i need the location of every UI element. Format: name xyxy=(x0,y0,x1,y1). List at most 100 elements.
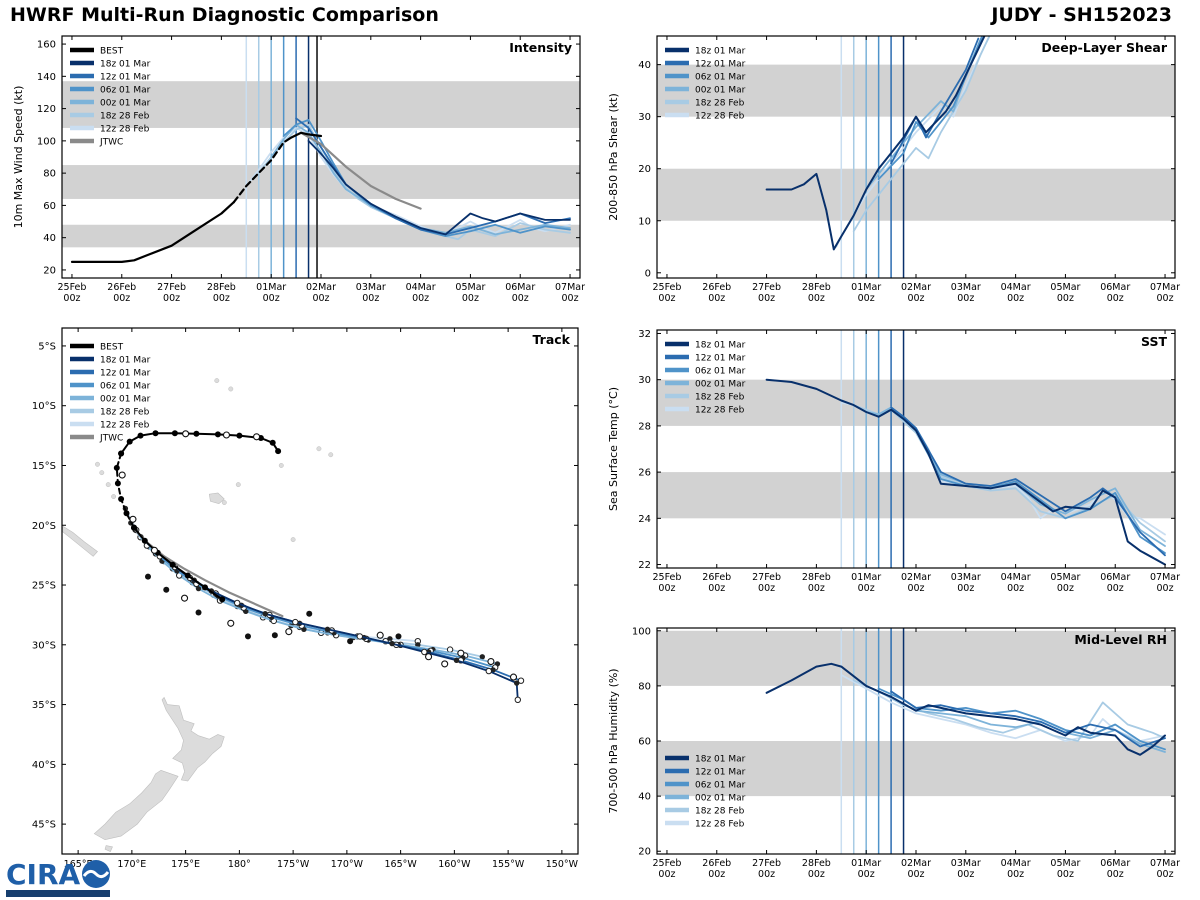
x-tick-hour: 00z xyxy=(708,293,725,304)
x-tick-hour: 00z xyxy=(658,869,675,880)
x-tick-date: 04Mar xyxy=(1001,572,1031,583)
x-tick-date: 25Feb xyxy=(653,572,682,583)
stewart-island xyxy=(104,845,113,852)
track-point xyxy=(126,438,133,445)
island-spot xyxy=(105,482,111,488)
legend-label: 06z 01 Mar xyxy=(695,781,746,791)
x-tick-date: 26Feb xyxy=(702,572,731,583)
x-tick-hour: 00z xyxy=(1057,869,1074,880)
series-18z-28-feb xyxy=(257,123,571,241)
x-tick-date: 01Mar xyxy=(851,572,881,583)
x-tick-date: 02Mar xyxy=(306,282,336,293)
x-tick-hour: 00z xyxy=(1107,293,1124,304)
x-tick-date: 25Feb xyxy=(58,282,87,293)
legend-label: 12z 01 Mar xyxy=(695,768,746,778)
legend-label: 12z 01 Mar xyxy=(695,60,746,70)
legend-label: 18z 28 Feb xyxy=(100,408,150,418)
x-tick-hour: 00z xyxy=(362,293,379,304)
y-tick-label: 24 xyxy=(638,514,651,525)
track-point xyxy=(169,561,176,568)
track-point xyxy=(514,696,521,703)
shear-panel: 25Feb 00z 26Feb 00z 27Feb 00z 28Feb 00z 01Mar 00z… xyxy=(597,24,1200,320)
track-panel: 165°E 170°E 175°E 180° 175°W 170°W 165°W 160°W 1… xyxy=(0,314,600,894)
x-tick-date: 04Mar xyxy=(406,282,436,293)
position-dot-open xyxy=(129,515,137,523)
x-tick-date: 02Mar xyxy=(901,282,931,293)
new-caledonia xyxy=(62,525,98,557)
y-tick-label: 10°S xyxy=(32,401,56,412)
position-dot-open xyxy=(253,433,261,441)
track-point xyxy=(517,677,525,684)
island-spot xyxy=(278,463,284,468)
island-spot xyxy=(95,461,100,467)
x-tick-hour: 00z xyxy=(113,293,130,304)
x-tick-hour: 00z xyxy=(758,583,775,594)
track-point xyxy=(421,648,428,656)
island-spot xyxy=(290,537,296,543)
x-tick-date: 28Feb xyxy=(802,282,831,293)
x-tick-date: 26Feb xyxy=(702,858,731,869)
island-spot xyxy=(214,378,220,384)
x-tick-hour: 00z xyxy=(858,869,875,880)
x-tick-label: 180° xyxy=(228,859,251,870)
y-tick-label: 32 xyxy=(638,329,651,340)
legend-label: 12z 28 Feb xyxy=(695,820,745,830)
position-dot-open xyxy=(181,594,189,602)
track-point xyxy=(236,432,243,439)
legend-label: 18z 28 Feb xyxy=(695,807,745,817)
x-tick-hour: 00z xyxy=(907,583,924,594)
series-18z-28-feb xyxy=(852,36,991,233)
position-dot-open xyxy=(227,619,235,627)
x-tick-hour: 00z xyxy=(907,869,924,880)
track-point xyxy=(171,430,178,437)
series-18z-01-mar xyxy=(307,140,571,236)
x-tick-date: 04Mar xyxy=(1001,858,1031,869)
position-dot-open xyxy=(182,430,190,438)
legend-label: 06z 01 Mar xyxy=(100,86,151,96)
x-tick-hour: 00z xyxy=(957,869,974,880)
track-point xyxy=(219,596,226,603)
track-point xyxy=(269,439,276,446)
category-band xyxy=(62,81,580,128)
x-tick-hour: 00z xyxy=(1057,583,1074,594)
y-tick-label: 20 xyxy=(638,164,651,175)
track-point xyxy=(152,430,159,437)
x-tick-date: 25Feb xyxy=(653,858,682,869)
track-point xyxy=(453,657,460,663)
sst-chart: 25Feb00z26Feb00z27Feb00z28Feb00z01Mar00z… xyxy=(607,329,1180,594)
y-tick-label: 28 xyxy=(638,421,651,432)
position-dot xyxy=(395,633,402,640)
x-tick-hour: 00z xyxy=(213,293,230,304)
position-dot xyxy=(145,573,151,580)
y-tick-label: 60 xyxy=(638,737,651,748)
track-point xyxy=(275,448,282,455)
legend-label: 00z 01 Mar xyxy=(695,380,746,390)
series-18z-01-mar xyxy=(765,378,1166,566)
y-tick-label: 35°S xyxy=(32,700,56,711)
x-tick-hour: 00z xyxy=(1007,293,1024,304)
legend-label: JTWC xyxy=(99,434,123,444)
legend-label: 00z 01 Mar xyxy=(695,794,746,804)
x-tick-label: 150°W xyxy=(546,859,579,870)
track-point xyxy=(415,642,421,648)
legend-label: 06z 01 Mar xyxy=(100,382,151,392)
legend-label: 18z 01 Mar xyxy=(100,356,151,366)
track-point xyxy=(292,618,299,626)
x-tick-hour: 00z xyxy=(163,293,180,304)
x-tick-hour: 00z xyxy=(758,869,775,880)
legend-label: BEST xyxy=(100,47,124,57)
x-tick-date: 26Feb xyxy=(107,282,136,293)
x-tick-label: 155°W xyxy=(492,859,525,870)
position-dot-open xyxy=(487,657,495,666)
main-title: HWRF Multi-Run Diagnostic Comparison xyxy=(10,4,439,26)
category-band xyxy=(657,168,1175,221)
track-point xyxy=(131,524,137,531)
south-island xyxy=(93,769,179,841)
category-band xyxy=(62,224,580,248)
track-point xyxy=(141,537,148,544)
north-island xyxy=(161,696,225,782)
x-tick-date: 26Feb xyxy=(702,282,731,293)
y-tick-label: 26 xyxy=(638,468,651,479)
y-axis-label: 10m Max Wind Speed (kt) xyxy=(12,86,25,229)
track-point xyxy=(193,430,200,437)
